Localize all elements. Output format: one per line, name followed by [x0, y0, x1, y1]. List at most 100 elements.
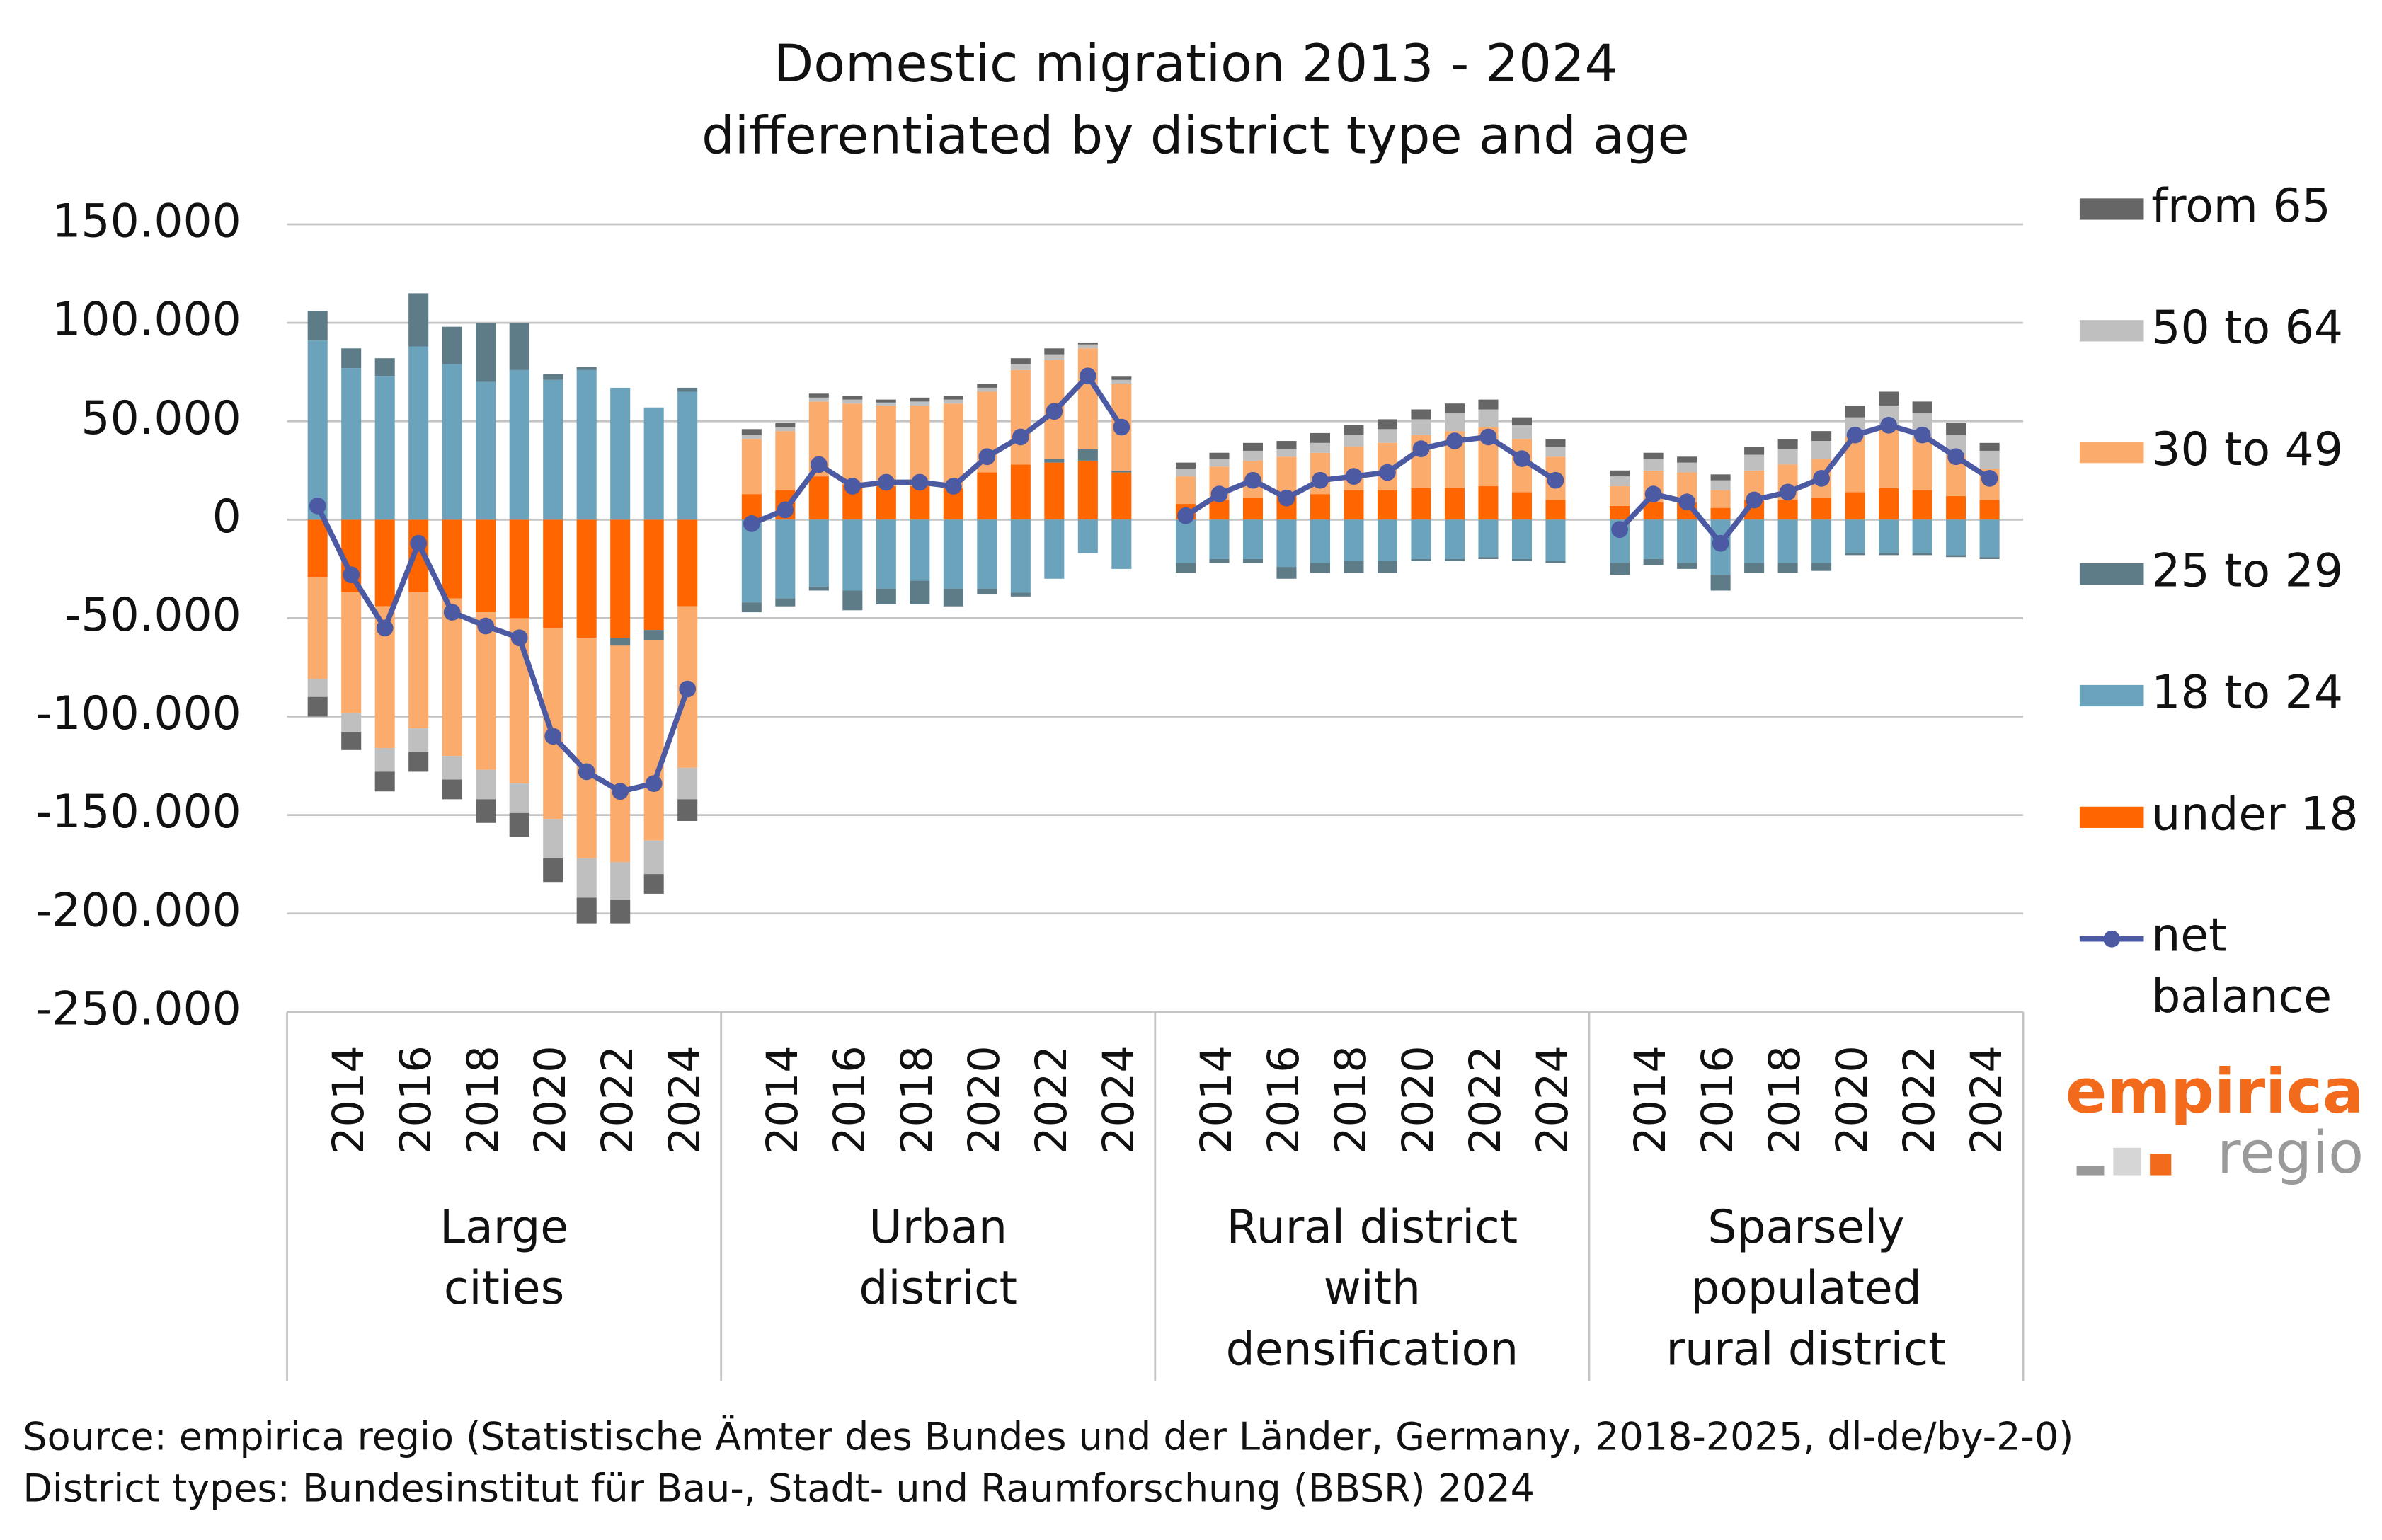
bar-segment [876, 486, 896, 520]
bar-segment [1077, 348, 1098, 449]
bar-segment [1077, 460, 1098, 520]
legend-label: from 65 [2151, 180, 2330, 233]
y-tick-label: -50.000 [64, 589, 241, 642]
y-tick-label: 150.000 [52, 195, 241, 248]
bar-segment [341, 732, 362, 750]
net-balance-point [1113, 418, 1130, 436]
x-tick-label: 2024 [660, 1045, 710, 1154]
bar-segment [1545, 519, 1566, 561]
bar-segment [442, 756, 462, 780]
bar-segment [1209, 452, 1230, 459]
bar-segment [341, 368, 362, 520]
bar-segment [1643, 459, 1664, 471]
bar-segment [1710, 474, 1731, 481]
net-balance-point [1446, 432, 1463, 449]
bar-segment [1276, 441, 1297, 449]
net-balance-point [1880, 416, 1897, 434]
y-tick-label: -250.000 [35, 982, 241, 1035]
net-balance-point [1012, 428, 1029, 446]
bar-segment [374, 519, 395, 607]
net-balance-point [612, 783, 629, 800]
x-tick-label: 2018 [1327, 1045, 1376, 1154]
bar-segment [307, 519, 328, 577]
legend-swatch [2079, 563, 2144, 585]
bar-segment [1777, 500, 1798, 520]
bar-segment [1979, 450, 2000, 469]
bar-segment [1175, 519, 1196, 563]
legend-label: 25 to 29 [2151, 545, 2343, 598]
bar-segment [610, 900, 631, 924]
bar-segment [643, 840, 664, 875]
bar-segment [1276, 456, 1297, 496]
net-balance-point [1678, 493, 1695, 511]
bar-segment [543, 819, 563, 858]
group-label: with [1324, 1262, 1421, 1315]
net-balance-point [510, 629, 528, 647]
bar-segment [977, 472, 997, 520]
net-balance-point [743, 515, 760, 532]
bar-segment [1411, 419, 1431, 435]
bar-segment [1411, 409, 1431, 420]
bar-segment [1010, 519, 1031, 593]
bar-segment [910, 401, 930, 406]
bar-segment [808, 393, 829, 398]
bar-segment [1111, 376, 1132, 380]
bar-segment [1710, 507, 1731, 520]
bar-segment [1044, 519, 1065, 579]
bar-segment [1511, 417, 1532, 425]
y-tick-label: 0 [212, 490, 241, 544]
bar-segment [1845, 405, 1865, 418]
bar-segment [1610, 476, 1630, 487]
bar-segment [1912, 553, 1932, 556]
bar-segment [1879, 429, 1899, 488]
bar-segment [1845, 519, 1865, 553]
bar-segment [1912, 490, 1932, 520]
net-balance-point [443, 604, 461, 621]
bar-segment [610, 862, 631, 900]
bar-segment [1242, 519, 1263, 559]
y-tick-label: 100.000 [52, 294, 241, 347]
bar-segment [876, 402, 896, 406]
bar-segment [1879, 391, 1899, 406]
bar-segment [910, 397, 930, 402]
bar-segment [1111, 379, 1132, 384]
bar-segment [1710, 490, 1731, 508]
bar-segment [643, 640, 664, 841]
bar-segment [1344, 519, 1364, 561]
bar-segment [1209, 558, 1230, 563]
bar-segment [307, 311, 328, 341]
bar-segment [576, 858, 597, 898]
bar-segment [1610, 505, 1630, 520]
bar-segment [677, 767, 698, 800]
bar-segment [610, 519, 631, 638]
bar-segment [1175, 563, 1196, 573]
bar-segment [610, 645, 631, 863]
legend-label: 18 to 24 [2151, 667, 2343, 720]
bar-segment [1010, 364, 1031, 370]
net-balance-point [1813, 470, 1830, 487]
bar-segment [943, 403, 963, 488]
bar-segment [808, 519, 829, 587]
bar-segment [1209, 459, 1230, 467]
x-tick-label: 2014 [1192, 1045, 1242, 1154]
y-tick-label: 50.000 [81, 392, 241, 445]
legend-label: 30 to 49 [2151, 423, 2343, 476]
bar-segment [1044, 348, 1065, 355]
bar-segment [741, 439, 762, 495]
bar-segment [1777, 519, 1798, 563]
bar-segment [775, 427, 796, 432]
net-balance-point [477, 617, 495, 635]
bar-segment [1175, 462, 1196, 469]
bar-segment [408, 346, 429, 520]
net-balance-point [1644, 485, 1662, 503]
bar-segment [943, 588, 963, 607]
bar-segment [1710, 480, 1731, 490]
net-balance-point [343, 566, 360, 584]
bar-segment [741, 602, 762, 613]
bar-segment [1242, 498, 1263, 520]
x-tick-label: 2018 [459, 1045, 508, 1154]
net-balance-point [1513, 450, 1530, 467]
group-label: Urban [869, 1201, 1007, 1254]
bar-segment [1077, 449, 1098, 461]
